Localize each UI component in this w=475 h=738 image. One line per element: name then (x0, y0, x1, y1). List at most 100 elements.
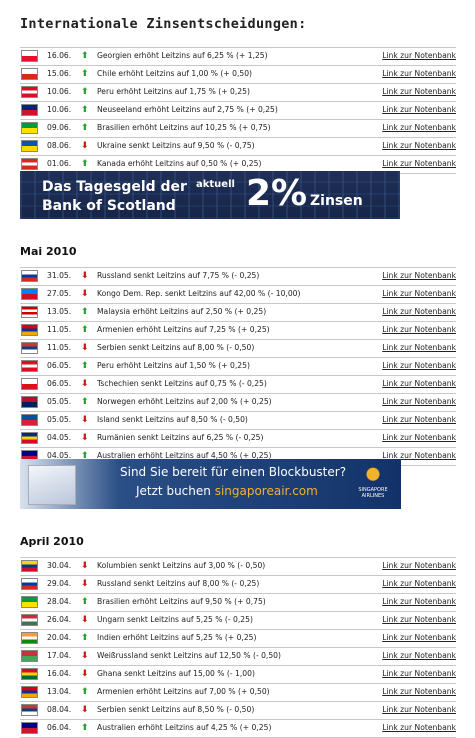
decision-date: 09.06. (47, 123, 72, 132)
central-bank-link[interactable]: Link zur Notenbank (382, 433, 456, 442)
central-bank-link[interactable]: Link zur Notenbank (382, 123, 456, 132)
rate-decision-list-june: 16.06. ⬆ Georgien erhöht Leitzins auf 6,25… (20, 47, 456, 174)
page-title: Internationale Zinsentscheidungen: (20, 16, 307, 32)
list-item: 11.05. ⬆ Armenien erhöht Leitzins auf 7,25… (20, 322, 456, 340)
decision-text: Malaysia erhöht Leitzins auf 2,50 % (+ 0… (97, 307, 267, 316)
central-bank-link[interactable]: Link zur Notenbank (382, 723, 456, 732)
decision-text: Serbien senkt Leitzins auf 8,50 % (- 0,5… (97, 705, 255, 714)
central-bank-link[interactable]: Link zur Notenbank (382, 141, 456, 150)
decision-text: Brasilien erhöht Leitzins auf 10,25 % (+… (97, 123, 271, 132)
rate-decision-list-april: 30.04. ⬇ Kolumbien senkt Leitzins auf 3,00… (20, 557, 456, 738)
list-item: 06.05. ⬆ Peru erhöht Leitzins auf 1,50 % (… (20, 358, 456, 376)
central-bank-link[interactable]: Link zur Notenbank (382, 705, 456, 714)
decision-text: Tschechien senkt Leitzins auf 0,75 % (- … (97, 379, 267, 388)
central-bank-link[interactable]: Link zur Notenbank (382, 271, 456, 280)
central-bank-link[interactable]: Link zur Notenbank (382, 289, 456, 298)
central-bank-link[interactable]: Link zur Notenbank (382, 397, 456, 406)
list-item: 27.05. ⬇ Kongo Dem. Rep. senkt Leitzins au… (20, 286, 456, 304)
list-item: 11.05. ⬇ Serbien senkt Leitzins auf 8,00 %… (20, 340, 456, 358)
hungary-flag-icon (21, 614, 38, 626)
central-bank-link[interactable]: Link zur Notenbank (382, 343, 456, 352)
list-item: 30.04. ⬇ Kolumbien senkt Leitzins auf 3,00… (20, 557, 456, 576)
list-item: 08.06. ⬇ Ukraine senkt Leitzins auf 9,50 %… (20, 138, 456, 156)
list-item: 29.04. ⬇ Russland senkt Leitzins auf 8,00 … (20, 576, 456, 594)
central-bank-link[interactable]: Link zur Notenbank (382, 633, 456, 642)
arrow-down-icon: ⬇ (81, 579, 89, 589)
decision-text: Armenien erhöht Leitzins auf 7,25 % (+ 0… (97, 325, 270, 334)
bank-of-scotland-banner[interactable]: Das Tagesgeld der Bank of Scotland aktue… (20, 171, 400, 219)
central-bank-link[interactable]: Link zur Notenbank (382, 451, 456, 460)
decision-date: 13.05. (47, 307, 72, 316)
iceland-flag-icon (21, 414, 38, 426)
arrow-up-icon: ⬆ (81, 597, 89, 607)
russia-flag-icon (21, 270, 38, 282)
section-heading-april: April 2010 (20, 535, 84, 548)
central-bank-link[interactable]: Link zur Notenbank (382, 561, 456, 570)
decision-date: 05.05. (47, 397, 72, 406)
australia-flag-icon (21, 722, 38, 734)
central-bank-link[interactable]: Link zur Notenbank (382, 325, 456, 334)
central-bank-link[interactable]: Link zur Notenbank (382, 105, 456, 114)
banner-rate: 2% (246, 173, 308, 214)
central-bank-link[interactable]: Link zur Notenbank (382, 159, 456, 168)
decision-text: Weißrussland senkt Leitzins auf 12,50 % … (97, 651, 281, 660)
central-bank-link[interactable]: Link zur Notenbank (382, 687, 456, 696)
central-bank-link[interactable]: Link zur Notenbank (382, 615, 456, 624)
belarus-flag-icon (21, 650, 38, 662)
decision-text: Georgien erhöht Leitzins auf 6,25 % (+ 1… (97, 51, 268, 60)
arrow-down-icon: ⬇ (81, 651, 89, 661)
arrow-up-icon: ⬆ (81, 325, 89, 335)
decision-date: 06.05. (47, 361, 72, 370)
central-bank-link[interactable]: Link zur Notenbank (382, 69, 456, 78)
arrow-down-icon: ⬇ (81, 271, 89, 281)
arrow-down-icon: ⬇ (81, 343, 89, 353)
arrow-down-icon: ⬇ (81, 669, 89, 679)
decision-text: Australien erhöht Leitzins auf 4,25 % (+… (97, 723, 272, 732)
serbia-flag-icon (21, 342, 38, 354)
arrow-down-icon: ⬇ (81, 433, 89, 443)
decision-text: Russland senkt Leitzins auf 7,75 % (- 0,… (97, 271, 260, 280)
list-item: 10.06. ⬆ Neuseeland erhöht Leitzins auf 2,… (20, 102, 456, 120)
banner2-url: singaporeair.com (214, 484, 318, 498)
brazil-flag-icon (21, 596, 38, 608)
arrow-up-icon: ⬆ (81, 123, 89, 133)
central-bank-link[interactable]: Link zur Notenbank (382, 597, 456, 606)
central-bank-link[interactable]: Link zur Notenbank (382, 51, 456, 60)
decision-text: Norwegen erhöht Leitzins auf 2,00 % (+ 0… (97, 397, 272, 406)
decision-date: 28.04. (47, 597, 72, 606)
decision-date: 04.05. (47, 451, 72, 460)
central-bank-link[interactable]: Link zur Notenbank (382, 379, 456, 388)
banner2-line2: Jetzt buchen singaporeair.com (136, 484, 318, 498)
bird-logo-icon (363, 467, 383, 485)
arrow-down-icon: ⬇ (81, 289, 89, 299)
decision-date: 16.04. (47, 669, 72, 678)
central-bank-link[interactable]: Link zur Notenbank (382, 87, 456, 96)
arrow-up-icon: ⬆ (81, 397, 89, 407)
arrow-down-icon: ⬇ (81, 415, 89, 425)
decision-text: Australien erhöht Leitzins auf 4,50 % (+… (97, 451, 272, 460)
singapore-airlines-logo-icon: SINGAPORE AIRLINES (355, 467, 391, 501)
banner2-line1: Sind Sie bereit für einen Blockbuster? (120, 465, 347, 479)
dr-congo-flag-icon (21, 288, 38, 300)
chile-flag-icon (21, 68, 38, 80)
central-bank-link[interactable]: Link zur Notenbank (382, 361, 456, 370)
ghana-flag-icon (21, 668, 38, 680)
central-bank-link[interactable]: Link zur Notenbank (382, 651, 456, 660)
czech-flag-icon (21, 378, 38, 390)
decision-text: Peru erhöht Leitzins auf 1,75 % (+ 0,25) (97, 87, 250, 96)
decision-date: 05.05. (47, 415, 72, 424)
decision-date: 11.05. (47, 325, 72, 334)
arrow-up-icon: ⬆ (81, 51, 89, 61)
central-bank-link[interactable]: Link zur Notenbank (382, 307, 456, 316)
decision-text: Peru erhöht Leitzins auf 1,50 % (+ 0,25) (97, 361, 250, 370)
list-item: 17.04. ⬇ Weißrussland senkt Leitzins auf 1… (20, 648, 456, 666)
decision-date: 27.05. (47, 289, 72, 298)
central-bank-link[interactable]: Link zur Notenbank (382, 669, 456, 678)
list-item: 16.04. ⬇ Ghana senkt Leitzins auf 15,00 % … (20, 666, 456, 684)
singapore-airlines-banner[interactable]: Sind Sie bereit für einen Blockbuster? J… (20, 459, 401, 509)
central-bank-link[interactable]: Link zur Notenbank (382, 579, 456, 588)
list-item: 05.05. ⬆ Norwegen erhöht Leitzins auf 2,00… (20, 394, 456, 412)
central-bank-link[interactable]: Link zur Notenbank (382, 415, 456, 424)
decision-text: Russland senkt Leitzins auf 8,00 % (- 0,… (97, 579, 260, 588)
list-item: 16.06. ⬆ Georgien erhöht Leitzins auf 6,25… (20, 47, 456, 66)
